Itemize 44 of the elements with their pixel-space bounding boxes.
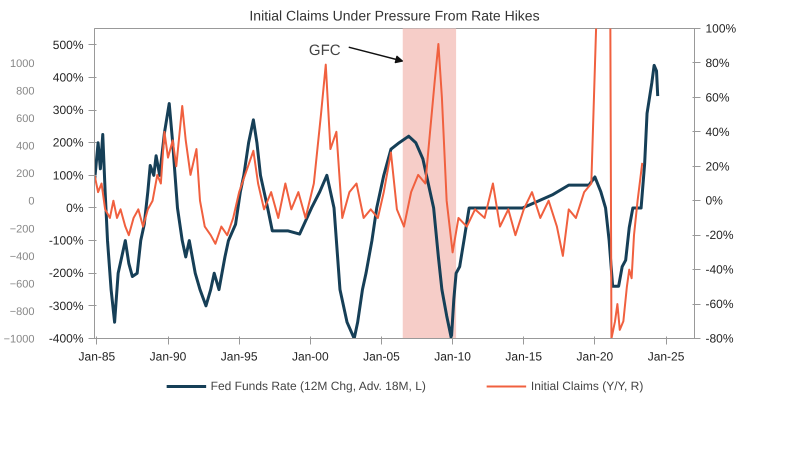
y-tick-label: -400%	[48, 332, 84, 346]
legend-label: Initial Claims (Y/Y, R)	[530, 379, 644, 393]
y3-tick-label: 1000	[10, 58, 35, 70]
y3-tick-label: 800	[16, 86, 35, 98]
y3-tick-label: −800	[10, 306, 35, 318]
x-tick-label: Jan-85	[78, 350, 116, 364]
chart-title: Initial Claims Under Pressure From Rate Hikes	[249, 8, 540, 24]
y-tick-label: 500%	[52, 38, 84, 52]
legend-label: Fed Funds Rate (12M Chg, Adv. 18M, L)	[210, 379, 426, 393]
y2-tick-label: -40%	[706, 262, 734, 277]
y3-tick-label: −1000	[4, 334, 35, 346]
x-tick-label: Jan-90	[150, 350, 187, 364]
y-tick-label: -300%	[48, 298, 84, 313]
y2-tick-label: 40%	[706, 124, 730, 139]
y3-tick-label: 0	[28, 196, 35, 208]
y-tick-label: 100%	[52, 168, 84, 182]
y3-tick-label: 200	[16, 168, 35, 180]
y2-tick-label: 100%	[706, 22, 737, 36]
y-tick-label: -100%	[48, 234, 84, 248]
y3-tick-label: −200	[10, 223, 35, 236]
y2-tick-label: 20%	[706, 159, 730, 174]
x-tick-label: Jan-00	[292, 350, 329, 364]
x-tick-label: Jan-95	[220, 350, 258, 364]
y-tick-label: 400%	[52, 70, 84, 84]
x-tick-label: Jan-05	[363, 350, 400, 364]
y2-tick-label: 80%	[706, 56, 730, 70]
y2-tick-label: -20%	[706, 228, 734, 242]
y2-tick-label: 60%	[706, 90, 730, 104]
x-tick-label: Jan-10	[434, 350, 472, 364]
x-tick-label: Jan-25	[648, 350, 685, 364]
y3-tick-label: −400	[10, 250, 35, 263]
y3-tick-label: 400	[16, 140, 35, 153]
y2-tick-label: -80%	[706, 332, 734, 346]
y3-tick-label: 600	[16, 113, 35, 126]
annotation: GFC	[308, 42, 341, 59]
y-tick-label: 200%	[52, 136, 84, 150]
x-tick-label: Jan-20	[576, 350, 614, 364]
y2-tick-label: -60%	[706, 297, 734, 312]
x-tick-label: Jan-15	[505, 350, 542, 364]
y-tick-label: 0%	[66, 200, 84, 215]
y-tick-label: -200%	[48, 266, 84, 280]
y-tick-label: 300%	[52, 103, 84, 118]
y3-tick-label: −600	[10, 278, 35, 290]
y2-tick-label: 0%	[706, 194, 724, 208]
